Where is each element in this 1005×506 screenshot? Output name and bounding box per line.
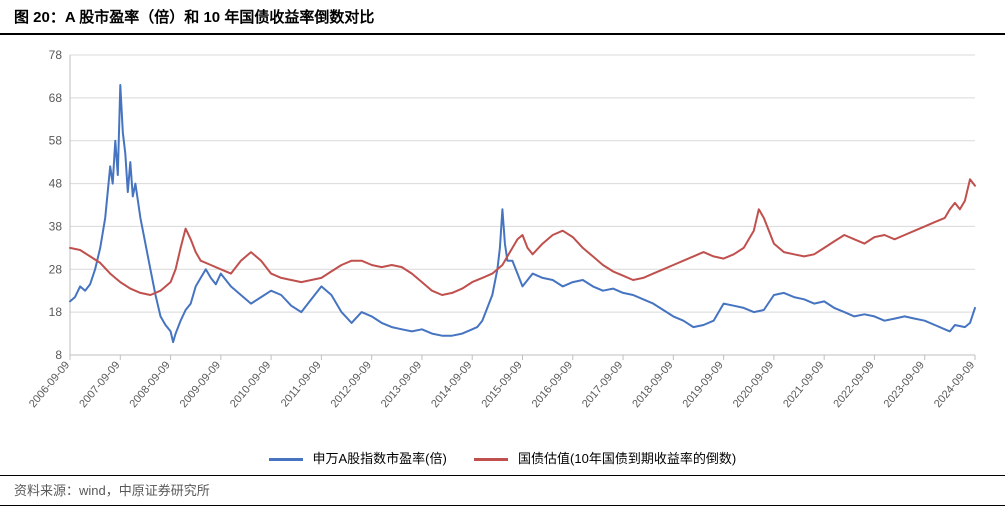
- svg-text:2024-09-09: 2024-09-09: [932, 359, 977, 410]
- svg-text:2017-09-09: 2017-09-09: [580, 359, 625, 410]
- svg-text:2016-09-09: 2016-09-09: [530, 359, 575, 410]
- svg-text:48: 48: [49, 177, 63, 191]
- svg-text:2021-09-09: 2021-09-09: [781, 359, 826, 410]
- svg-text:2011-09-09: 2011-09-09: [279, 359, 324, 409]
- legend-swatch-series-a: [269, 458, 303, 461]
- chart-container: 8182838485868782006-09-092007-09-092008-…: [0, 35, 1005, 475]
- legend-item-series-a: 申万A股指数市盈率(倍): [269, 448, 447, 467]
- figure-title: 图 20：A 股市盈率（倍）和 10 年国债收益率倒数对比: [0, 0, 1005, 35]
- svg-text:2014-09-09: 2014-09-09: [429, 359, 474, 410]
- svg-text:78: 78: [49, 48, 63, 62]
- svg-text:2022-09-09: 2022-09-09: [831, 359, 876, 410]
- svg-text:2019-09-09: 2019-09-09: [681, 359, 726, 410]
- legend-item-series-b: 国债估值(10年国债到期收益率的倒数): [474, 448, 736, 467]
- svg-text:2018-09-09: 2018-09-09: [630, 359, 675, 410]
- svg-text:18: 18: [49, 305, 63, 319]
- svg-text:2010-09-09: 2010-09-09: [228, 359, 273, 410]
- svg-text:2015-09-09: 2015-09-09: [479, 359, 524, 410]
- svg-text:2020-09-09: 2020-09-09: [731, 359, 776, 410]
- svg-text:2012-09-09: 2012-09-09: [329, 359, 374, 410]
- svg-text:2009-09-09: 2009-09-09: [178, 359, 223, 410]
- legend-label-series-a: 申万A股指数市盈率(倍): [312, 451, 446, 466]
- line-chart: 8182838485868782006-09-092007-09-092008-…: [0, 35, 1005, 475]
- svg-text:2007-09-09: 2007-09-09: [77, 359, 122, 410]
- legend-swatch-series-b: [474, 458, 508, 461]
- source-attribution: 资料来源：wind，中原证券研究所: [0, 475, 1005, 506]
- svg-text:2006-09-09: 2006-09-09: [27, 359, 72, 410]
- svg-text:28: 28: [49, 262, 63, 276]
- svg-text:2013-09-09: 2013-09-09: [379, 359, 424, 410]
- svg-text:2008-09-09: 2008-09-09: [127, 359, 172, 410]
- legend: 申万A股指数市盈率(倍) 国债估值(10年国债到期收益率的倒数): [0, 448, 1005, 467]
- legend-label-series-b: 国债估值(10年国债到期收益率的倒数): [518, 451, 736, 466]
- svg-text:38: 38: [49, 219, 63, 233]
- svg-text:68: 68: [49, 91, 63, 105]
- svg-text:58: 58: [49, 134, 63, 148]
- svg-text:2023-09-09: 2023-09-09: [882, 359, 927, 410]
